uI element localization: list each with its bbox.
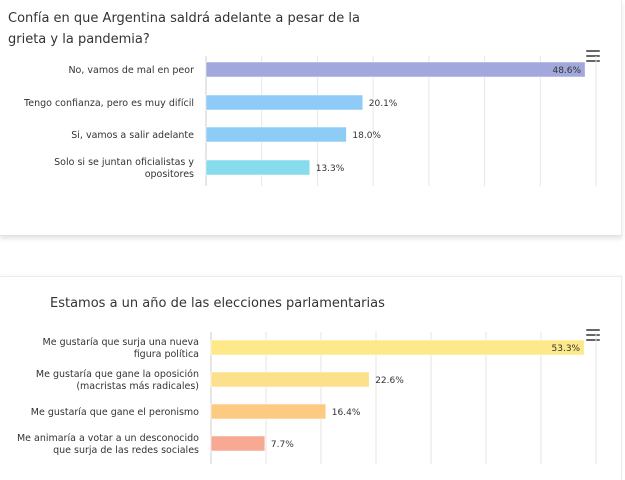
category-label: Me gustaría que surja una nueva (43, 337, 199, 348)
bar-chart-confidence: No, vamos de mal en peor 48.6% Tengo confi… (23, 56, 597, 186)
data-label: 7.7% (271, 440, 294, 450)
bar[interactable] (205, 61, 586, 78)
data-label: 48.6% (552, 66, 581, 76)
category-label: Tengo confianza, pero es muy difícil (23, 98, 194, 109)
bar[interactable] (205, 159, 310, 176)
data-label: 53.3% (552, 344, 581, 354)
chart-card-confidence: Confía en que Argentina saldrá adelante … (0, 0, 622, 236)
bar[interactable] (205, 126, 347, 143)
category-label: Si, vamos a salir adelante (71, 130, 194, 141)
hamburger-menu-icon[interactable] (586, 329, 600, 341)
bar[interactable] (210, 403, 327, 420)
bar[interactable] (210, 339, 585, 356)
data-label: 18.0% (352, 131, 381, 141)
category-label: figura política (134, 349, 199, 360)
category-label: Me animaría a votar a un desconocido (17, 433, 199, 444)
category-label: Me gustaría que gane la oposición (36, 369, 199, 380)
category-label: que surja de las redes sociales (53, 445, 199, 456)
category-label: Me gustaría que gane el peronismo (31, 407, 199, 418)
bar[interactable] (210, 371, 370, 388)
category-label: (macristas más radicales) (76, 381, 199, 392)
data-label: 20.1% (369, 99, 398, 109)
data-label: 16.4% (332, 408, 361, 418)
bar[interactable] (205, 94, 364, 111)
category-label: opositores (145, 169, 194, 180)
data-label: 13.3% (316, 164, 345, 174)
category-label: No, vamos de mal en peor (68, 65, 194, 76)
bar[interactable] (210, 435, 266, 452)
chart-title: Confía en que Argentina saldrá adelante … (8, 11, 360, 47)
category-label: Solo si se juntan oficialistas y (54, 157, 194, 168)
data-label: 22.6% (375, 376, 404, 386)
hamburger-menu-icon[interactable] (586, 50, 600, 62)
chart-title: Estamos a un año de las elecciones parla… (50, 296, 385, 311)
